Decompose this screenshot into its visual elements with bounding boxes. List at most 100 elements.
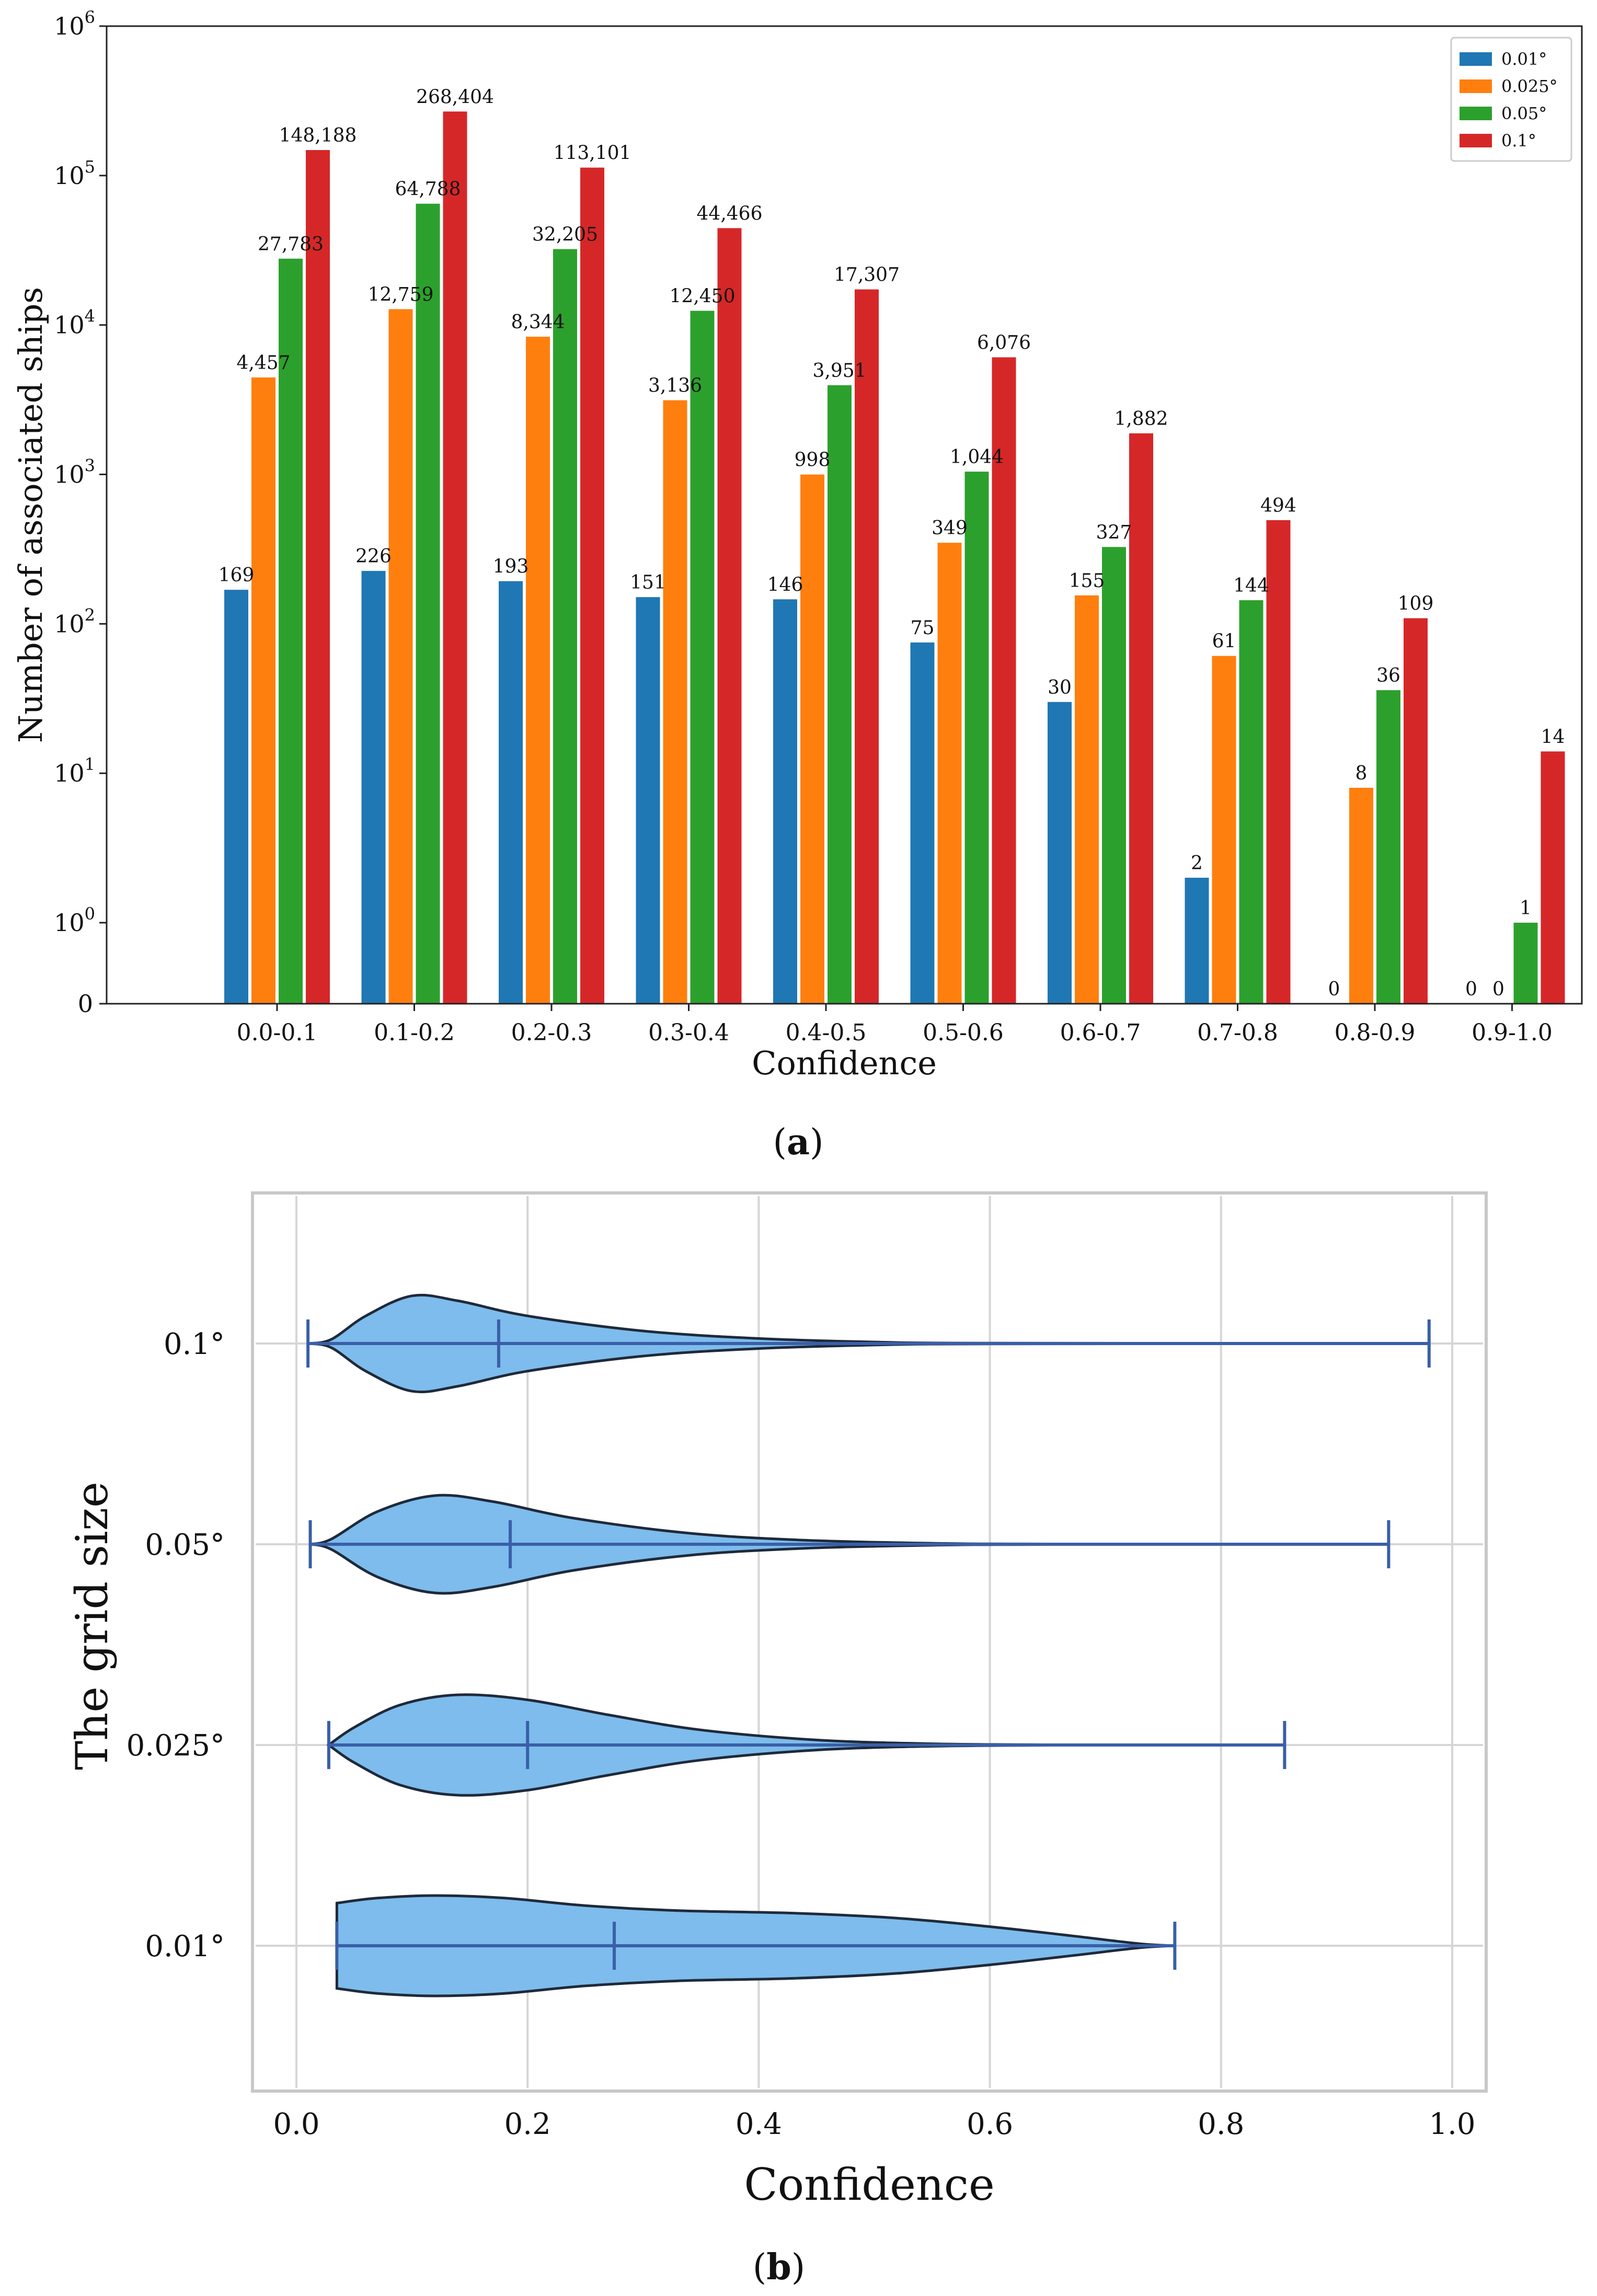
y-tick-label: 104 — [54, 306, 95, 339]
y-axis-ticks: 0 100 101 102 103 104 105 106 — [54, 7, 107, 1018]
bar — [279, 258, 303, 1004]
bar — [855, 289, 879, 1004]
legend: 0.01° 0.025° 0.05° 0.1° — [1450, 37, 1572, 162]
bar — [526, 337, 550, 1004]
bar-data-label: 30 — [1048, 677, 1072, 698]
bar — [1404, 618, 1428, 1004]
x-axis-ticks: 0.0 0.2 0.4 0.6 0.8 1.0 — [273, 2107, 1475, 2141]
y-tick-label: 0.025° — [127, 1729, 225, 1763]
bar — [1266, 520, 1291, 1004]
bar — [992, 357, 1016, 1004]
bar — [910, 642, 935, 1004]
bar — [580, 167, 604, 1004]
violin-chart-panel: 0.0 0.2 0.4 0.6 0.8 1.0 0.1°0.05°0.025°0.01° … — [66, 1191, 1488, 2288]
x-tick-label: 1.0 — [1429, 2107, 1475, 2141]
bar — [773, 599, 797, 1004]
bar-data-label: 169 — [219, 565, 255, 586]
bar — [224, 590, 248, 1004]
y-tick-label: 0.01° — [145, 1930, 225, 1964]
bar — [636, 597, 660, 1004]
y-axis-ticks: 0.1° 0.05° 0.025° 0.01° — [127, 1327, 225, 1964]
legend-swatch — [1460, 79, 1492, 93]
x-tick-label: 0.1-0.2 — [374, 1019, 455, 1046]
y-tick-label: 0.1° — [164, 1327, 225, 1361]
bar-data-label: 349 — [932, 518, 968, 539]
bar-data-label: 75 — [911, 617, 935, 639]
legend-entry: 0.1° — [1501, 131, 1536, 151]
bar — [416, 203, 440, 1004]
x-tick-label: 0.9-1.0 — [1472, 1019, 1553, 1046]
panel-caption: (b) — [753, 2246, 806, 2288]
bar-data-label: 0 — [1328, 979, 1340, 1000]
bar-data-label: 151 — [630, 572, 666, 593]
bar-data-label: 155 — [1069, 570, 1105, 592]
x-tick-label: 0.6 — [967, 2107, 1013, 2141]
bar-data-label: 44,466 — [697, 203, 763, 224]
x-axis-ticks: 0.0-0.1 0.1-0.2 0.2-0.3 0.3-0.4 0.4-0.5 0.5-0… — [237, 1004, 1553, 1046]
y-tick-label: 106 — [54, 7, 95, 40]
bar-data-label: 1,882 — [1114, 408, 1168, 430]
bar-label-group: 169 4,457 27,783 148,188 226 12,759 64,788 268,… — [219, 86, 1565, 1000]
bar — [800, 474, 824, 1004]
legend-swatch — [1460, 107, 1492, 120]
bar-data-label: 6,076 — [977, 332, 1031, 354]
y-tick-label: 0.05° — [145, 1528, 225, 1562]
bar — [306, 150, 330, 1004]
bar — [828, 385, 852, 1004]
bar-data-label: 27,783 — [258, 234, 324, 255]
bar-data-label: 998 — [795, 450, 831, 471]
bar-data-label: 64,788 — [395, 179, 461, 200]
bar-data-label: 61 — [1212, 631, 1236, 652]
bar-data-label: 32,205 — [532, 224, 598, 246]
x-tick-label: 0.8 — [1198, 2107, 1244, 2141]
bar — [663, 400, 687, 1004]
bar-data-label: 12,450 — [670, 286, 736, 307]
y-tick-label: 102 — [54, 605, 95, 638]
x-axis-label: Confidence — [752, 1044, 937, 1082]
x-tick-label: 0.0 — [273, 2107, 319, 2141]
bar — [361, 571, 386, 1004]
x-tick-label: 0.7-0.8 — [1197, 1019, 1278, 1046]
bar-data-label: 12,759 — [368, 284, 434, 305]
legend-entry: 0.05° — [1501, 104, 1547, 123]
legend-entry: 0.01° — [1501, 49, 1547, 69]
y-tick-label: 101 — [54, 754, 95, 787]
x-tick-label: 0.2 — [504, 2107, 551, 2141]
bar — [690, 311, 715, 1004]
violin-group — [306, 1293, 1431, 1997]
bar — [717, 228, 742, 1004]
bar-data-label: 1 — [1520, 898, 1532, 919]
bar-chart-panel: 169 4,457 27,783 148,188 226 12,759 64,788 268,… — [12, 7, 1583, 1163]
y-tick-label: 100 — [54, 904, 95, 937]
bar-data-label: 3,136 — [648, 375, 702, 397]
bar-data-label: 193 — [493, 556, 529, 578]
bar-data-label: 3,951 — [812, 360, 866, 382]
bar — [1376, 690, 1400, 1004]
bar-data-label: 144 — [1233, 575, 1269, 596]
bar — [1541, 751, 1565, 1004]
bar — [1212, 656, 1236, 1004]
legend-swatch — [1460, 134, 1492, 147]
legend-box — [1450, 37, 1572, 162]
bar-data-label: 146 — [767, 574, 803, 595]
bar-data-label: 8,344 — [511, 312, 565, 333]
bar — [1185, 878, 1209, 1004]
bar — [443, 111, 467, 1004]
y-tick-label: 105 — [54, 157, 95, 190]
bar-data-label: 0 — [1465, 979, 1477, 1000]
x-tick-label: 0.2-0.3 — [511, 1019, 592, 1046]
x-axis-label: Confidence — [744, 2159, 994, 2210]
bar-data-label: 226 — [355, 546, 392, 567]
x-tick-label: 0.3-0.4 — [648, 1019, 729, 1046]
x-tick-label: 0.4-0.5 — [786, 1019, 867, 1046]
bar-data-label: 14 — [1541, 726, 1565, 748]
y-axis-label: Number of associated ships — [12, 287, 50, 743]
y-tick-label: 103 — [54, 456, 95, 489]
panel-caption: (a) — [773, 1121, 823, 1163]
bar-data-label: 8 — [1355, 763, 1368, 784]
bar-data-label: 36 — [1376, 665, 1400, 686]
legend-swatch — [1460, 52, 1492, 66]
bar — [499, 581, 523, 1004]
bar-data-label: 148,188 — [279, 125, 357, 146]
